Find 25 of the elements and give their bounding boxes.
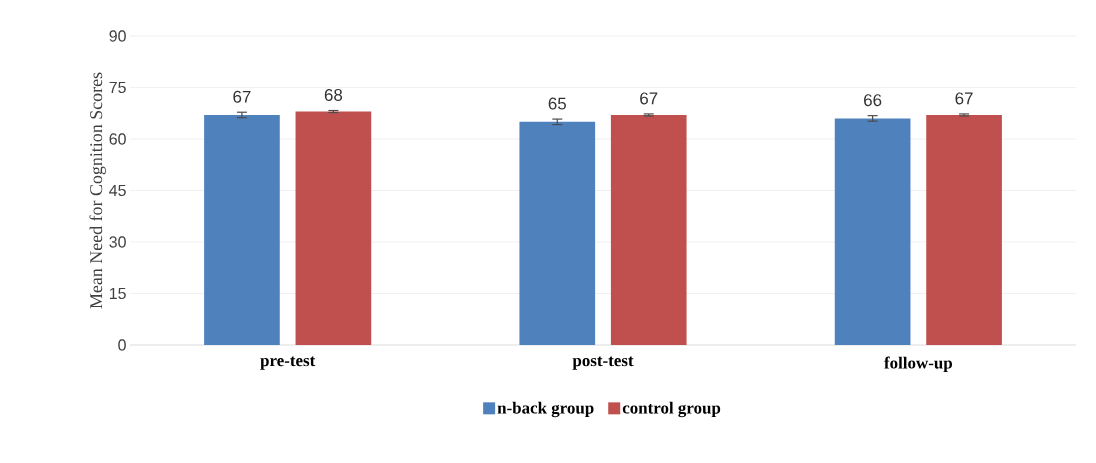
y-tick-label: 60 (109, 133, 126, 145)
data-label: 67 (640, 92, 658, 105)
y-tick-label: 45 (109, 184, 126, 197)
data-label: 65 (548, 97, 566, 110)
bar (519, 121, 596, 345)
bar (295, 111, 372, 345)
bar (926, 114, 1002, 345)
y-tick-label: 90 (109, 30, 126, 42)
y-tick-label: 0 (118, 339, 126, 351)
data-label: 68 (324, 88, 343, 101)
bar (834, 118, 911, 345)
y-tick-label: 30 (109, 236, 126, 248)
x-tick-label: post-test (572, 356, 634, 370)
legend-label: n-back group (497, 401, 594, 418)
x-tick-label: pre-test (260, 356, 316, 370)
bar (204, 114, 280, 345)
x-tick-label: follow-up (884, 356, 952, 373)
data-label: 67 (233, 90, 251, 103)
y-tick-label: 75 (109, 81, 126, 94)
y-tick-label: 15 (109, 287, 126, 300)
legend-label: control group (622, 401, 721, 418)
bar (610, 114, 687, 345)
y-axis-title: Mean Need for Cognition Scores (89, 72, 106, 309)
data-label: 67 (955, 92, 973, 105)
data-label: 66 (864, 94, 882, 107)
